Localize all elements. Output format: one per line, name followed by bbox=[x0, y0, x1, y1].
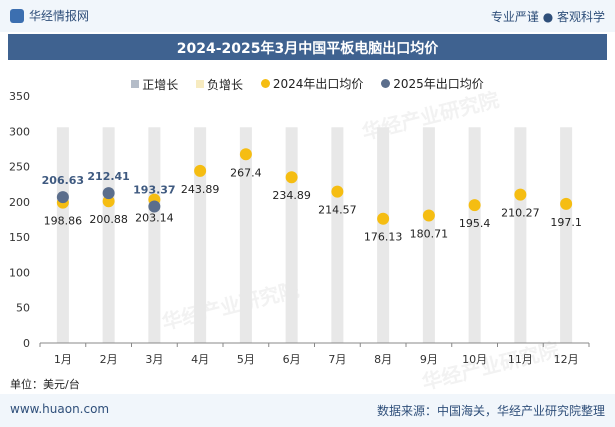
x-tick-label-11: 11月 bbox=[508, 353, 533, 366]
y-tick-label-50: 50 bbox=[16, 302, 30, 315]
footer-bar: www.huaon.com 数据来源：中国海关，华经产业研究院整理 bbox=[0, 394, 615, 427]
y-tick-label-0: 0 bbox=[23, 337, 30, 350]
point-2024-7 bbox=[331, 185, 344, 198]
brand: 华经情报网 bbox=[10, 7, 89, 24]
y-tick-label-200: 200 bbox=[9, 196, 30, 209]
x-tick-label-6: 6月 bbox=[283, 353, 301, 366]
bar-4 bbox=[194, 127, 207, 344]
bar-5 bbox=[239, 127, 252, 344]
bar-1 bbox=[56, 127, 69, 344]
legend-item-negative: 负增长 bbox=[196, 76, 243, 93]
data-label-2024-8: 176.13 bbox=[364, 231, 403, 244]
point-2024-6 bbox=[285, 171, 298, 184]
legend-item-2024: 2024年出口均价 bbox=[260, 75, 364, 92]
x-tick-label-5: 5月 bbox=[237, 353, 255, 366]
brand-name: 华经情报网 bbox=[29, 9, 90, 23]
bar-10 bbox=[468, 127, 481, 344]
legend-swatch-2024 bbox=[260, 79, 270, 88]
data-label-2025-1: 206.63 bbox=[42, 174, 84, 187]
point-2025-1 bbox=[56, 191, 69, 204]
bar-8 bbox=[377, 127, 390, 344]
x-tick-label-1: 1月 bbox=[54, 353, 72, 366]
data-source: 数据来源：中国海关，华经产业研究院整理 bbox=[376, 404, 605, 418]
legend-label-2024: 2024年出口均价 bbox=[272, 77, 364, 91]
point-2024-10 bbox=[468, 199, 481, 212]
y-tick-label-100: 100 bbox=[9, 266, 30, 279]
point-2025-2 bbox=[102, 187, 115, 200]
data-label-2024-9: 180.71 bbox=[410, 227, 449, 240]
legend-label-negative: 负增长 bbox=[207, 77, 244, 92]
point-2024-4 bbox=[194, 164, 207, 177]
x-tick-label-12: 12月 bbox=[554, 353, 579, 366]
data-label-2025-2: 212.41 bbox=[87, 170, 129, 183]
data-label-2024-10: 195.4 bbox=[459, 217, 491, 230]
slogan: 专业严谨 ● 客观科学 bbox=[490, 10, 605, 24]
data-label-2024-3: 203.14 bbox=[135, 212, 174, 225]
point-2024-5 bbox=[239, 148, 252, 161]
x-tick-label-3: 3月 bbox=[145, 353, 163, 366]
legend-item-positive: 正增长 bbox=[131, 76, 178, 93]
site-url: www.huaon.com bbox=[10, 402, 110, 416]
y-tick-label-350: 350 bbox=[9, 90, 30, 103]
point-2024-9 bbox=[422, 209, 435, 222]
point-2024-8 bbox=[377, 212, 390, 225]
y-tick-label-150: 150 bbox=[9, 231, 30, 244]
legend-swatch-negative bbox=[196, 80, 205, 88]
bar-7 bbox=[331, 127, 344, 344]
x-tick-label-2: 2月 bbox=[100, 353, 118, 366]
bar-2 bbox=[102, 127, 115, 344]
point-2024-12 bbox=[560, 197, 573, 210]
x-tick-label-4: 4月 bbox=[191, 353, 209, 366]
bar-9 bbox=[422, 127, 435, 344]
chart-legend: 正增长 负增长 2024年出口均价 2025年出口均价 bbox=[0, 75, 615, 93]
data-label-2024-1: 198.86 bbox=[44, 215, 83, 228]
y-tick-label-300: 300 bbox=[9, 125, 30, 138]
data-label-2024-4: 243.89 bbox=[181, 183, 220, 196]
y-tick-label-250: 250 bbox=[9, 161, 30, 174]
legend-label-2025: 2025年出口均价 bbox=[393, 77, 484, 91]
x-tick-label-10: 10月 bbox=[462, 353, 487, 366]
data-label-2024-12: 197.1 bbox=[550, 216, 582, 229]
x-tick-label-9: 9月 bbox=[420, 353, 438, 366]
data-label-2024-5: 267.4 bbox=[230, 166, 262, 179]
legend-swatch-positive bbox=[131, 80, 140, 88]
bar-6 bbox=[285, 127, 298, 344]
legend-item-2025: 2025年出口均价 bbox=[381, 75, 484, 92]
point-2025-3 bbox=[148, 200, 161, 213]
brand-logo-icon bbox=[10, 8, 24, 23]
x-tick-label-8: 8月 bbox=[374, 353, 392, 366]
x-tick-label-7: 7月 bbox=[328, 353, 346, 366]
bar-3 bbox=[148, 127, 161, 344]
data-label-2024-7: 214.57 bbox=[318, 204, 357, 217]
data-label-2024-11: 210.27 bbox=[501, 207, 540, 220]
data-label-2024-6: 234.89 bbox=[272, 189, 311, 202]
data-label-2025-3: 193.37 bbox=[133, 184, 175, 197]
title-bar: 2024-2025年3月中国平板电脑出口均价 bbox=[8, 34, 607, 60]
bar-11 bbox=[514, 127, 527, 344]
unit-label: 单位：美元/台 bbox=[10, 378, 80, 391]
chart-title: 2024-2025年3月中国平板电脑出口均价 bbox=[176, 41, 439, 57]
top-bar: 华经情报网 专业严谨 ● 客观科学 bbox=[0, 0, 615, 32]
legend-swatch-2025 bbox=[381, 79, 391, 88]
bar-12 bbox=[560, 127, 573, 344]
point-2024-11 bbox=[514, 188, 527, 201]
data-label-2024-2: 200.88 bbox=[89, 213, 128, 226]
legend-label-positive: 正增长 bbox=[142, 77, 179, 92]
